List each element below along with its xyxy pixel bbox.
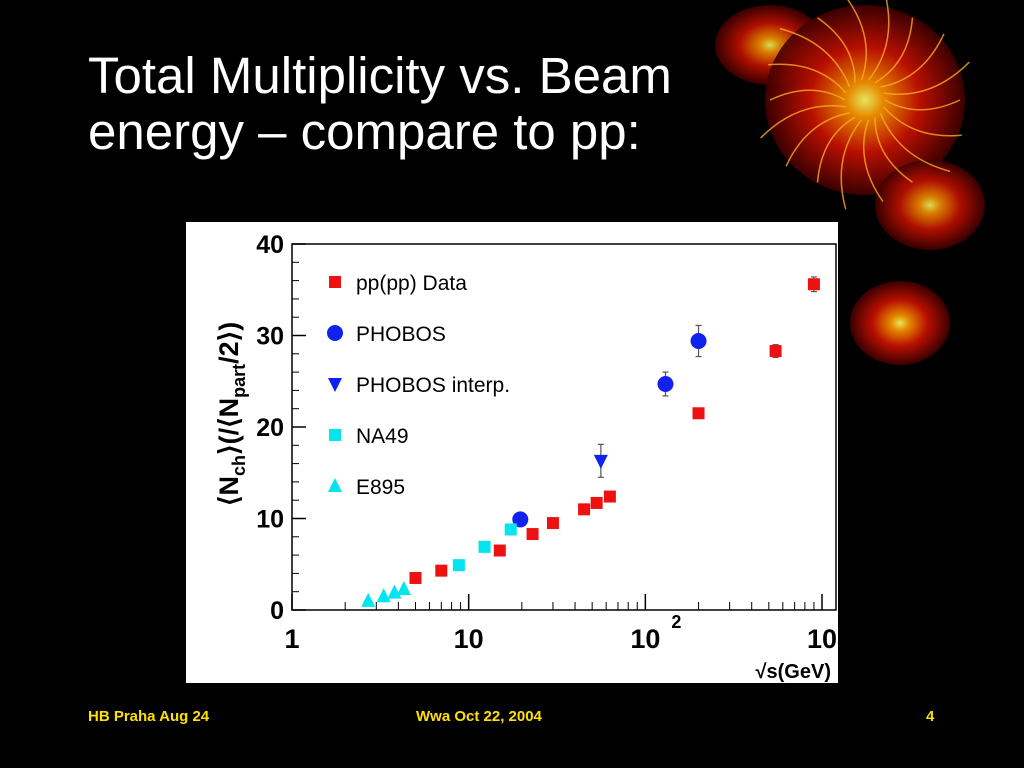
legend-marker [327, 325, 343, 341]
y-tick-label: 10 [256, 506, 284, 534]
series-0 [409, 276, 820, 584]
orb-ray [883, 61, 970, 95]
x-tick-label: 1 [284, 624, 299, 654]
series-3 [452, 523, 517, 572]
x-axis-label: √s(GeV) [756, 661, 831, 683]
data-point [578, 503, 591, 516]
data-point [590, 496, 603, 509]
scatter-chart: 010203040110102103√s(GeV)⟨Nch⟩(/⟨Npart/2… [214, 231, 837, 683]
x-tick-label: 10 [454, 624, 484, 654]
data-point [769, 345, 782, 358]
orb-ray [883, 106, 962, 137]
slide-title-line-1: Total Multiplicity vs. Beam [88, 47, 672, 104]
data-point [504, 523, 517, 536]
legend-marker [328, 378, 342, 392]
footer-center: Wwa Oct 22, 2004 [416, 708, 542, 725]
y-axis-label-part: ⟨N [214, 476, 244, 506]
y-axis-label: ⟨Nch⟩(/⟨Npart/2⟩) [214, 322, 249, 506]
orb-ray [884, 99, 961, 111]
y-axis-label-part: ch [229, 455, 249, 476]
orb-large [765, 5, 965, 195]
legend-marker [329, 429, 341, 441]
y-axis-label-part: part [229, 364, 249, 398]
data-point [593, 454, 608, 469]
x-tick-label: 10 [630, 624, 660, 654]
legend-label: pp(pp) Data [356, 272, 467, 295]
data-point [657, 375, 674, 392]
orb-rays [760, 0, 970, 210]
y-axis-label-part: /2⟩) [214, 322, 244, 364]
orb-ray [817, 17, 856, 83]
orb-ray [874, 117, 913, 183]
legend-marker [329, 276, 341, 288]
legend-marker [328, 478, 342, 492]
data-point [603, 490, 616, 503]
x-tick-exponent: 2 [671, 612, 681, 632]
data-point [409, 571, 422, 584]
orb-ray [840, 119, 863, 210]
series-1 [512, 324, 707, 528]
legend-label: PHOBOS interp. [356, 374, 510, 397]
data-point [361, 592, 376, 607]
data-point [396, 580, 411, 595]
y-tick-label: 0 [270, 597, 284, 625]
y-tick-label: 20 [256, 414, 284, 442]
y-tick-label: 40 [256, 231, 284, 259]
orb-ray [816, 116, 856, 183]
orb-ray [863, 119, 884, 202]
orb-bottom [850, 281, 950, 365]
x-tick-label: 10 [807, 624, 837, 654]
legend: pp(pp) Data PHOBOS PHOBOS interp. NA49 E895 [327, 272, 510, 499]
data-point [493, 544, 506, 557]
footer-page-number: 4 [926, 708, 935, 725]
orb-right [875, 160, 985, 250]
series-4 [361, 580, 411, 607]
slide-title: Total Multiplicity vs. Beam energy – com… [88, 48, 848, 160]
orb-ray [880, 33, 945, 88]
data-point [512, 511, 529, 528]
data-point [452, 559, 465, 572]
data-point [478, 540, 491, 553]
orb-ray [847, 0, 867, 81]
footer-left: HB Praha Aug 24 [88, 708, 210, 725]
orb-ray [768, 63, 847, 94]
data-point [692, 407, 705, 420]
data-point [546, 517, 559, 530]
data-point [435, 564, 448, 577]
data-point [526, 528, 539, 541]
orb-ray [769, 89, 846, 101]
orb-ray [779, 27, 851, 88]
orb-ray [874, 17, 914, 84]
y-tick-label: 30 [256, 323, 284, 351]
slide-title-line-2: energy – compare to pp: [88, 103, 641, 160]
series-2 [593, 443, 608, 478]
orb-ray [785, 112, 850, 167]
legend-label: PHOBOS [356, 323, 446, 346]
data-point [387, 584, 402, 599]
legend-label: E895 [356, 476, 405, 499]
orb-ray [867, 0, 890, 81]
legend-label: NA49 [356, 425, 409, 448]
data-point [807, 278, 820, 291]
orb-ray [760, 105, 847, 139]
data-point [690, 332, 707, 349]
orb-ray [879, 112, 951, 173]
y-axis-label-part: ⟩(/⟨N [214, 398, 244, 455]
data-point [376, 588, 391, 603]
